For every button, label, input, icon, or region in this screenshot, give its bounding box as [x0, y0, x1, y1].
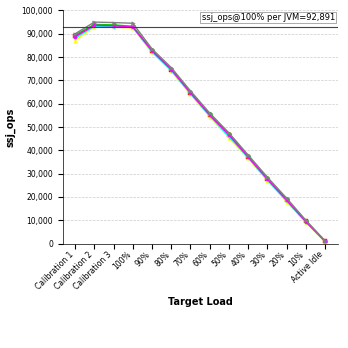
X-axis label: Target Load: Target Load	[168, 297, 232, 307]
Text: ssj_ops@100% per JVM=92,891: ssj_ops@100% per JVM=92,891	[201, 13, 335, 22]
Y-axis label: ssj_ops: ssj_ops	[6, 107, 16, 147]
